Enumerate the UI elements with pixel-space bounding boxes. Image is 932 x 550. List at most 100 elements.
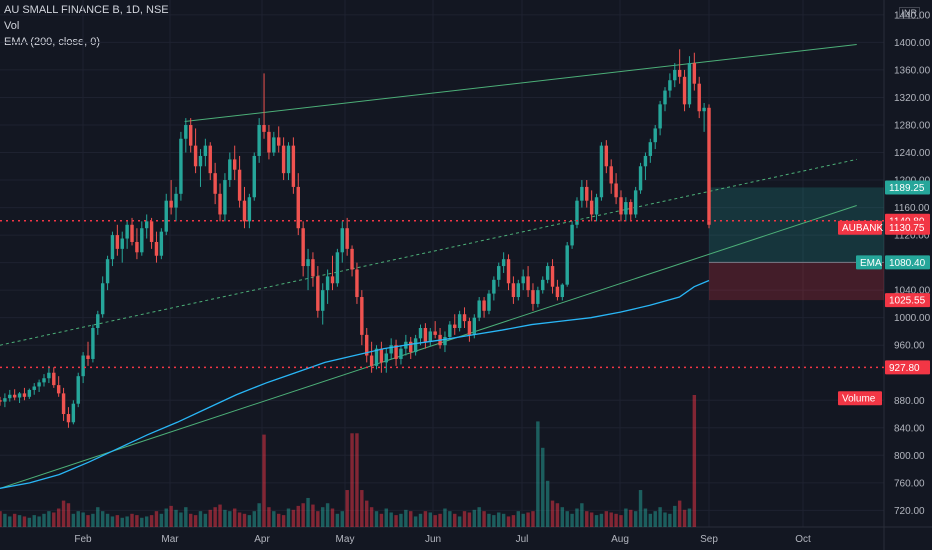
series-name-label: AUBANK	[842, 223, 883, 234]
volume-bar	[643, 508, 648, 527]
candle-body	[350, 248, 354, 270]
volume-bar	[61, 500, 66, 527]
volume-bar	[325, 503, 330, 527]
volume-bar	[350, 433, 354, 527]
candle-body	[311, 259, 315, 277]
volume-bar	[120, 517, 124, 527]
candle-body	[0, 400, 2, 402]
candle-body	[541, 279, 545, 291]
candle-body	[257, 124, 261, 156]
volume-bar	[448, 511, 452, 527]
candle-body	[462, 314, 467, 322]
candle-body	[668, 80, 672, 91]
price-tick-label: 1440.00	[894, 10, 931, 21]
candle-body	[633, 190, 638, 215]
volume-bar	[144, 516, 149, 527]
volume-bar	[159, 513, 164, 527]
volume-bar	[218, 504, 222, 527]
candle-body	[355, 269, 359, 298]
candle-body	[501, 259, 506, 267]
volume-bar	[462, 511, 467, 527]
volume-bar	[629, 509, 633, 527]
volume-bar	[232, 508, 237, 527]
candle-body	[619, 197, 623, 215]
volume-bar	[17, 515, 22, 527]
candle-body	[448, 324, 452, 337]
volume-bar	[330, 508, 335, 527]
candle-body	[188, 124, 193, 146]
price-tag-label: 1189.25	[889, 183, 925, 194]
candle-body	[570, 224, 574, 246]
price-tick-label: 880.00	[894, 396, 925, 407]
time-tick-label: Jun	[425, 534, 441, 545]
candle-body	[409, 341, 413, 353]
candle-body	[42, 378, 46, 383]
candle-body	[604, 145, 609, 167]
volume-bar	[453, 513, 457, 527]
candle-body	[433, 331, 437, 335]
channel-mid-line	[0, 158, 857, 346]
volume-bar	[648, 513, 653, 527]
volume-bar	[438, 513, 442, 527]
candle-body	[457, 314, 462, 328]
candle-body	[413, 338, 418, 353]
price-tick-label: 960.00	[894, 341, 925, 352]
volume-bar	[365, 500, 369, 527]
candle-body	[594, 197, 599, 215]
volume-bar	[81, 512, 85, 527]
volume-bar	[355, 433, 359, 527]
volume-bar	[140, 517, 144, 527]
candle-body	[66, 414, 71, 423]
volume-bar	[443, 508, 447, 527]
candle-body	[22, 393, 27, 397]
price-tick-label: 720.00	[894, 506, 925, 517]
volume-bar	[281, 515, 286, 527]
candle-body	[340, 228, 344, 253]
candle-body	[17, 393, 22, 398]
candle-body	[228, 159, 232, 181]
volume-bar	[526, 512, 530, 527]
volume-bar	[594, 515, 599, 527]
volume-bar	[276, 513, 281, 527]
candle-body	[159, 231, 164, 256]
candle-body	[286, 145, 291, 174]
candle-body	[8, 394, 12, 399]
candle-body	[169, 200, 173, 208]
time-tick-label: Feb	[74, 534, 92, 545]
candle-body	[218, 193, 222, 215]
time-axis: Feb Mar Apr May Jun Jul Aug Sep Oct	[74, 534, 811, 545]
candle-body	[423, 328, 428, 342]
candle-body	[658, 104, 662, 129]
candle-body	[262, 124, 266, 132]
price-tick-label: 1320.00	[894, 93, 931, 104]
series-name-tag	[838, 220, 882, 235]
candle-body	[56, 385, 61, 394]
candle-body	[614, 183, 618, 198]
candle-body	[321, 290, 325, 311]
volume-bar	[360, 490, 364, 527]
candle-body	[506, 259, 511, 284]
volume-bar	[27, 517, 32, 527]
price-tag	[885, 255, 930, 270]
volume-bar	[291, 509, 296, 527]
candle-body	[61, 393, 66, 415]
volume-bar	[663, 512, 667, 527]
candle-body	[105, 259, 110, 284]
position-zones	[709, 187, 884, 301]
series-name-label: EMA	[860, 258, 882, 269]
candle-body	[648, 142, 653, 156]
volume-bar	[555, 503, 560, 527]
candle-body	[135, 241, 139, 253]
candle-body	[379, 348, 384, 363]
volume-bar	[154, 511, 159, 527]
candle-body	[497, 266, 501, 280]
volume-bar	[404, 509, 408, 527]
candle-body	[692, 63, 697, 84]
candle-body	[301, 228, 305, 267]
volume-bar	[125, 516, 129, 527]
candle-body	[291, 145, 296, 187]
candle-body	[653, 128, 657, 143]
volume-bar	[86, 515, 90, 527]
candle-body	[345, 228, 349, 249]
